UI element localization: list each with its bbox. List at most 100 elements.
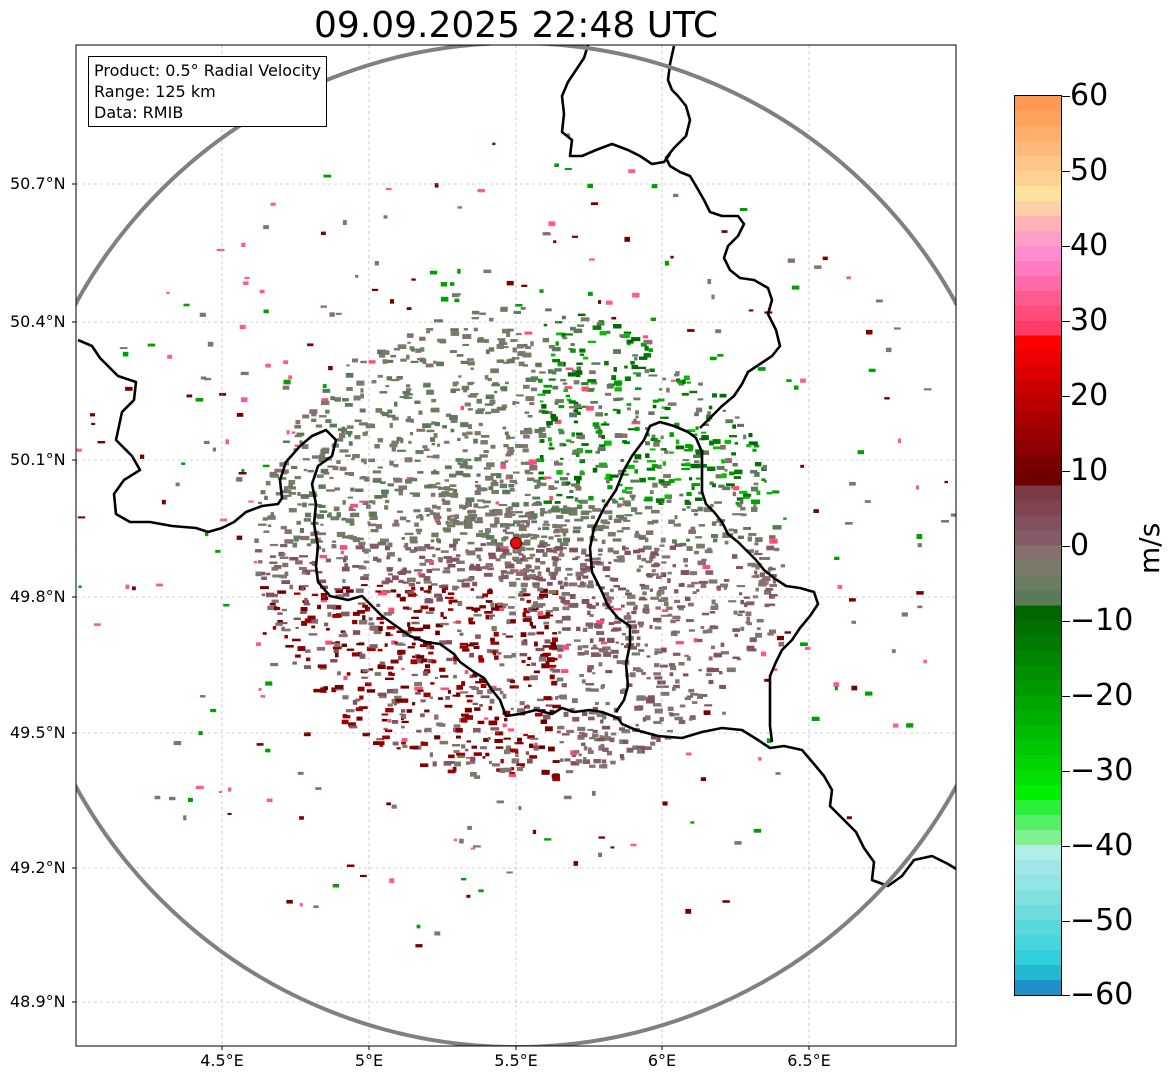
echo-cell (740, 507, 746, 511)
echo-cell (450, 388, 456, 394)
echo-cell (321, 231, 326, 235)
echo-cell (307, 343, 314, 347)
echo-cell (577, 324, 585, 327)
echo-cell (609, 588, 614, 593)
echo-cell (183, 815, 187, 821)
echo-cell (698, 382, 703, 386)
echo-cell (467, 358, 474, 361)
echo-cell (845, 522, 853, 525)
echo-cell (414, 569, 423, 572)
echo-cell (598, 745, 604, 751)
echo-cell (475, 564, 481, 569)
echo-cell (455, 470, 464, 476)
echo-cell (577, 500, 583, 503)
echo-cell (297, 503, 302, 506)
echo-cell (560, 669, 569, 674)
echo-cell (502, 693, 507, 699)
echo-cell (199, 312, 206, 317)
echo-cell (526, 520, 530, 526)
echo-cell (483, 339, 489, 343)
echo-cell (555, 557, 559, 562)
echo-cell (681, 468, 690, 471)
echo-cell (499, 483, 508, 489)
echo-cell (466, 550, 476, 556)
echo-cell (612, 627, 622, 632)
echo-cell (216, 248, 225, 252)
echo-cell (561, 592, 570, 596)
echo-cell (337, 533, 345, 538)
echo-cell (339, 433, 346, 439)
echo-cell (707, 628, 713, 634)
echo-cell (345, 518, 355, 523)
echo-cell (641, 584, 650, 590)
echo-cell (303, 602, 311, 606)
echo-cell (563, 505, 568, 509)
echo-cell (183, 303, 190, 307)
echo-cell (670, 379, 677, 382)
colorbar-tick (1062, 471, 1070, 472)
echo-cell (512, 556, 520, 561)
echo-cell (694, 460, 700, 464)
echo-cell (355, 698, 361, 702)
echo-cell (502, 723, 507, 728)
echo-cell (313, 905, 319, 908)
echo-cell (659, 388, 663, 391)
echo-cell (381, 412, 389, 417)
echo-cell (459, 632, 464, 636)
echo-cell (772, 668, 778, 671)
echo-cell (582, 575, 589, 579)
echo-cell (368, 511, 377, 517)
echo-cell (410, 659, 418, 665)
echo-cell (278, 574, 287, 578)
echo-cell (462, 343, 470, 346)
echo-cell (566, 496, 574, 499)
echo-cell (469, 642, 479, 646)
echo-cell (755, 537, 763, 542)
echo-cell (541, 535, 548, 539)
echo-cell (529, 737, 539, 740)
echo-cell (281, 626, 285, 631)
echo-cell (388, 671, 393, 676)
echo-cell (411, 616, 419, 619)
echo-cell (563, 581, 568, 587)
echo-cell (739, 208, 748, 211)
echo-cell (420, 515, 424, 521)
echo-cell (686, 546, 693, 551)
echo-cell (125, 386, 133, 391)
echo-cell (342, 500, 346, 505)
echo-cell (509, 487, 515, 492)
echo-cell (472, 673, 478, 678)
echo-cell (613, 367, 617, 372)
echo-cell (499, 479, 504, 484)
echo-cell (316, 514, 324, 519)
echo-cell (674, 478, 682, 481)
echo-cell (420, 587, 424, 591)
echo-cell (582, 645, 589, 649)
echo-cell (571, 483, 578, 487)
echo-cell (389, 443, 398, 448)
echo-cell (445, 596, 454, 599)
echo-cell (288, 375, 293, 380)
echo-cell (523, 384, 530, 389)
echo-cell (483, 738, 489, 742)
echo-cell (432, 486, 442, 489)
echo-cell (474, 775, 481, 779)
echo-cell (504, 381, 509, 385)
echo-cell (520, 307, 526, 310)
echo-cell (552, 523, 557, 528)
echo-cell (426, 568, 433, 573)
echo-cell (298, 566, 307, 570)
echo-cell (498, 577, 503, 581)
echo-cell (346, 425, 354, 429)
echo-cell (429, 607, 435, 611)
echo-cell (633, 418, 637, 423)
echo-cell (442, 425, 447, 429)
echo-cell (520, 582, 528, 588)
echo-cell (712, 439, 721, 444)
echo-cell (457, 568, 465, 572)
echo-cell (562, 537, 570, 543)
echo-cell (375, 524, 382, 529)
echo-cell (711, 599, 716, 605)
echo-cell (631, 611, 637, 615)
echo-cell (707, 411, 712, 416)
